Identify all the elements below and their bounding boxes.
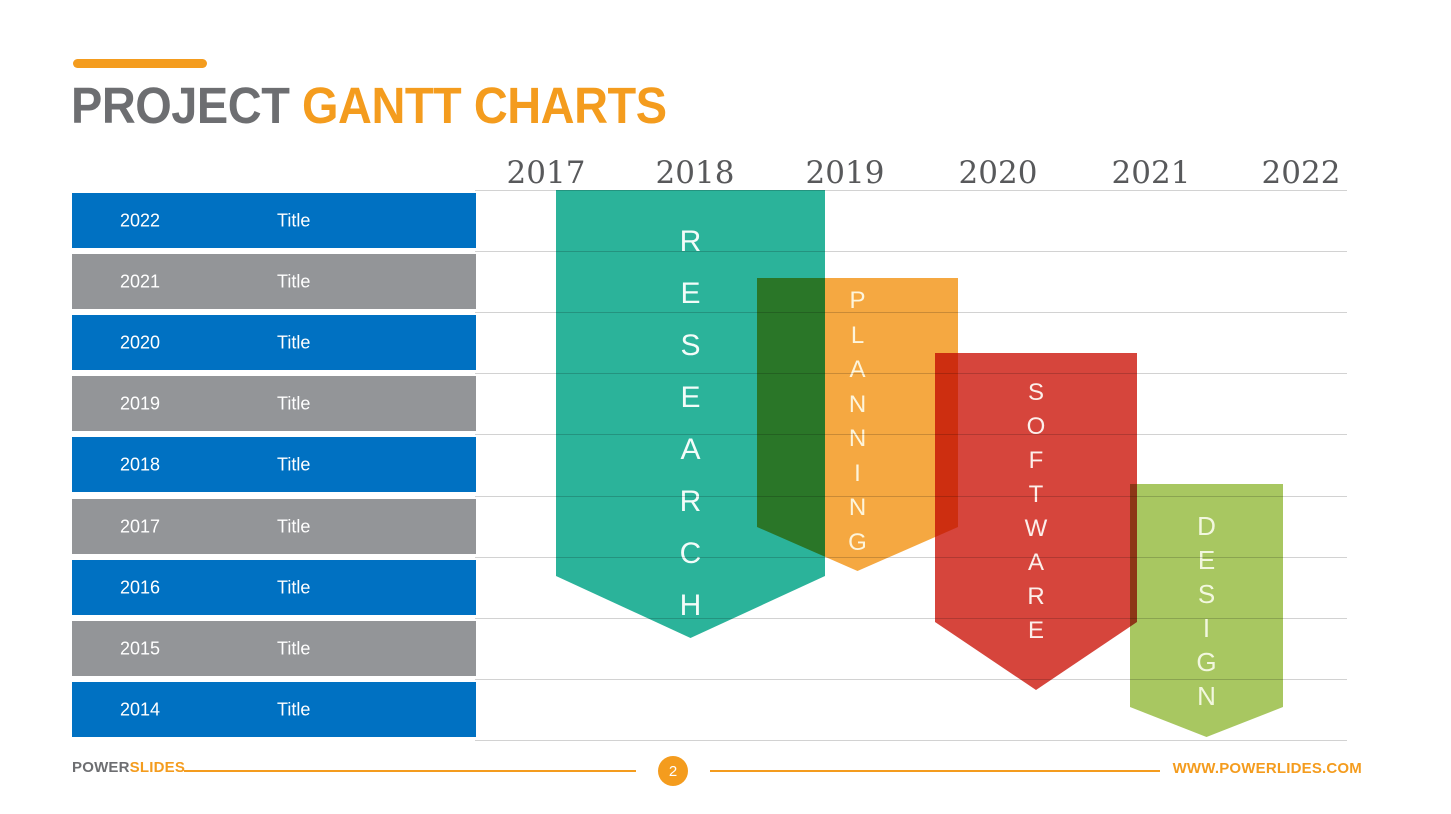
ribbon-label: D E S I G N: [1196, 511, 1217, 711]
title-accent-bar: [73, 59, 207, 68]
table-row: 2020 Title: [72, 315, 476, 370]
footer-rule-left: [184, 770, 636, 772]
gridline: [475, 740, 1347, 741]
gridline: [475, 679, 1347, 680]
gridline: [475, 190, 1347, 191]
row-title-label: Title: [277, 271, 311, 291]
ribbon-design: D E S I G N: [1130, 484, 1283, 737]
year-axis-label: 2020: [958, 155, 1038, 191]
row-year-label: 2016: [120, 577, 161, 597]
year-axis-label: 2018: [655, 155, 735, 191]
row-title-label: Title: [277, 393, 311, 413]
page-number-badge: 2: [658, 756, 688, 786]
ribbon-label: P L A N N I N G: [848, 287, 867, 556]
row-year-label: 2022: [120, 210, 161, 230]
ribbon-software: S O F T W A R E: [935, 353, 1137, 690]
table-row: 2017 Title: [72, 499, 476, 554]
footer-rule-right: [710, 770, 1160, 772]
ribbon-label: S O F T W A R E: [1024, 379, 1048, 644]
brand-logo: POWERSLIDES: [72, 759, 185, 776]
row-title-label: Title: [277, 577, 311, 597]
row-year-label: 2014: [120, 699, 161, 719]
title-part-project: PROJECT: [71, 77, 290, 134]
gridline: [475, 251, 1347, 252]
table-row: 2016 Title: [72, 560, 476, 615]
row-title-label: Title: [277, 638, 311, 658]
row-title-label: Title: [277, 516, 311, 536]
row-title-label: Title: [277, 332, 311, 352]
table-row: 2021 Title: [72, 254, 476, 309]
table-row: 2014 Title: [72, 682, 476, 737]
title-part-gantt-charts: GANTT CHARTS: [301, 77, 667, 134]
ribbon-label: R E S E A R C H: [679, 225, 702, 622]
row-year-label: 2017: [120, 516, 161, 536]
page-title: PROJECT GANTT CHARTS: [71, 76, 718, 135]
row-year-label: 2018: [120, 454, 161, 474]
row-title-label: Title: [277, 210, 311, 230]
ribbon-planning: P L A N N I N G: [757, 278, 958, 571]
gridline: [475, 557, 1347, 558]
row-title-label: Title: [277, 454, 311, 474]
year-axis-label: 2017: [506, 155, 586, 191]
row-year-label: 2015: [120, 638, 161, 658]
table-row: 2022 Title: [72, 193, 476, 248]
gridline: [475, 618, 1347, 619]
table-row: 2018 Title: [72, 437, 476, 492]
year-axis-label: 2022: [1261, 155, 1341, 191]
row-title-label: Title: [277, 699, 311, 719]
brand-part-slides: SLIDES: [129, 759, 186, 776]
table-row: 2015 Title: [72, 621, 476, 676]
table-row: 2019 Title: [72, 376, 476, 431]
website-text: WWW.POWERLIDES.COM: [1172, 760, 1362, 777]
brand-part-power: POWER: [72, 759, 130, 776]
year-axis-label: 2019: [805, 155, 885, 191]
row-year-label: 2019: [120, 393, 161, 413]
row-year-label: 2020: [120, 332, 161, 352]
year-axis-label: 2021: [1111, 155, 1191, 191]
row-year-label: 2021: [120, 271, 161, 291]
